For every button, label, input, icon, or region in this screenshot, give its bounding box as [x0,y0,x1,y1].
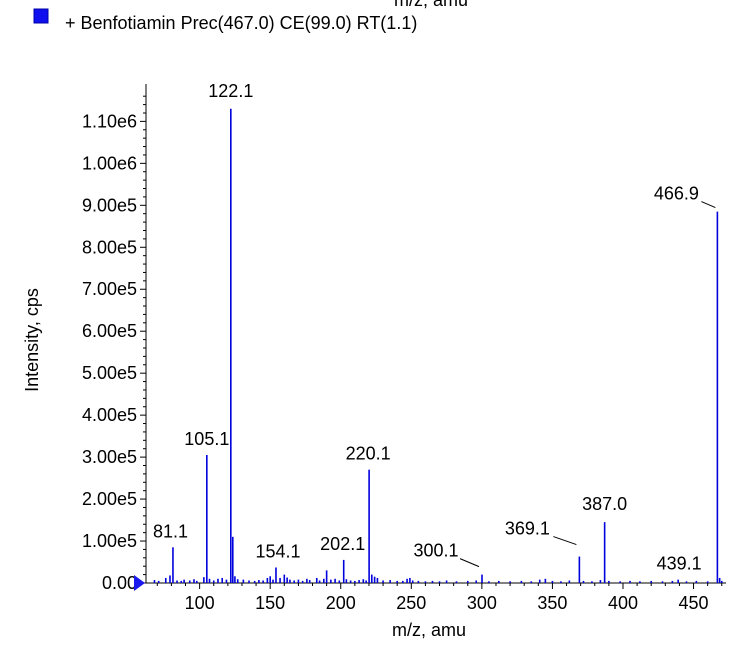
y-tick-label: 1.00e5 [82,531,137,551]
y-tick-label: 6.00e5 [82,321,137,341]
peak-label-154.1: 154.1 [255,541,300,561]
x-axis-title: m/z, amu [392,620,466,640]
x-tick-label: 250 [396,593,426,613]
peak-label-105.1: 105.1 [184,429,229,449]
x-tick-label: 150 [255,593,285,613]
y-tick-label: 1.10e6 [82,111,137,131]
peak-label-439.1: 439.1 [657,554,702,574]
peaks [153,108,723,583]
x-tick-label: 350 [537,593,567,613]
axes: 0.00 1.00e5 2.00e5 3.00e5 4.00e5 5.00e5 6.00e5… [82,84,726,613]
peak-leader-369.1 [553,536,577,546]
peak-labels: 81.1 105.1 122.1 154.1 202.1 220.1 300.1 369.1 3… [153,81,716,574]
x-tick-label: 400 [608,593,638,613]
x-tick-label: 300 [467,593,497,613]
peak-leader-466.9 [701,201,716,209]
chart-top-fragment: m/z, amu [394,0,468,10]
peak-label-81.1: 81.1 [153,521,188,541]
y-tick-label: 1.00e6 [82,153,137,173]
baseline-marker-icon [134,575,145,591]
legend-entry: + Benfotiamin Prec(467.0) CE(99.0) RT(1.… [65,13,417,33]
peak-label-122.1: 122.1 [208,81,253,101]
y-tick-label: 4.00e5 [82,405,137,425]
y-axis-title: Intensity, cps [22,288,42,392]
peak-label-202.1: 202.1 [320,534,365,554]
x-tick-label: 200 [326,593,356,613]
peak-label-387.0: 387.0 [582,494,627,514]
y-tick-label: 8.00e5 [82,237,137,257]
x-tick-label: 450 [679,593,709,613]
peak-leader-300.1 [459,558,480,568]
y-tick-label: 9.00e5 [82,195,137,215]
peak-label-220.1: 220.1 [346,444,391,464]
x-tick-label: 100 [185,593,215,613]
y-tick-label: 3.00e5 [82,447,137,467]
y-tick-label: 7.00e5 [82,279,137,299]
peak-label-466.9: 466.9 [654,184,699,204]
legend-swatch [33,8,49,24]
peak-label-369.1: 369.1 [505,519,550,539]
y-tick-label: 5.00e5 [82,363,137,383]
legend: + Benfotiamin Prec(467.0) CE(99.0) RT(1.… [33,8,417,33]
y-tick-label: 2.00e5 [82,489,137,509]
y-tick-label: 0.00 [102,573,137,593]
peak-label-300.1: 300.1 [413,541,458,561]
